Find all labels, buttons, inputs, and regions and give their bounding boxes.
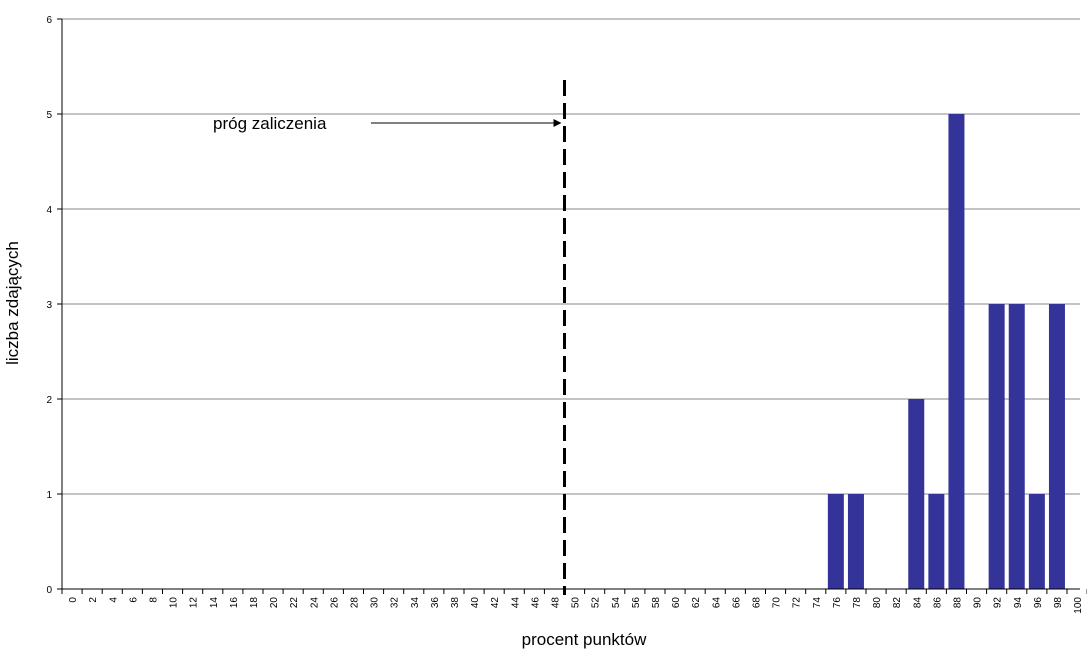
x-tick-label-40: 40 bbox=[470, 597, 481, 609]
x-tick-label-16: 16 bbox=[229, 597, 240, 609]
bars bbox=[827, 114, 1065, 589]
x-tick-label-92: 92 bbox=[993, 597, 1004, 609]
x-tick-label-6: 6 bbox=[128, 597, 139, 603]
x-tick-label-10: 10 bbox=[169, 597, 180, 609]
bar-96 bbox=[1028, 494, 1045, 589]
x-tick-label-0: 0 bbox=[68, 597, 79, 603]
bar-84 bbox=[908, 399, 925, 589]
x-tick-label-60: 60 bbox=[671, 597, 682, 609]
y-tick-label-0: 0 bbox=[46, 585, 52, 596]
x-tick-label-38: 38 bbox=[450, 597, 461, 609]
x-tick-label-80: 80 bbox=[872, 597, 883, 609]
x-tick-label-2: 2 bbox=[88, 597, 99, 603]
bar-78 bbox=[847, 494, 864, 589]
x-tick-label-28: 28 bbox=[349, 597, 360, 609]
y-tick-label-2: 2 bbox=[46, 395, 52, 406]
y-tick-labels: 0 1 2 3 4 5 6 bbox=[46, 15, 52, 596]
x-tick-label-58: 58 bbox=[651, 597, 662, 609]
x-tick-label-22: 22 bbox=[289, 597, 300, 609]
y-tick-label-3: 3 bbox=[46, 300, 52, 311]
x-tick-label-48: 48 bbox=[550, 597, 561, 609]
x-tick-label-62: 62 bbox=[691, 597, 702, 609]
x-tick-label-44: 44 bbox=[510, 597, 521, 609]
x-tick-label-46: 46 bbox=[530, 597, 541, 609]
x-tick-label-86: 86 bbox=[932, 597, 943, 609]
bar-86 bbox=[928, 494, 945, 589]
threshold-label: próg zaliczenia bbox=[213, 114, 327, 133]
x-tick-label-26: 26 bbox=[329, 597, 340, 609]
gridlines bbox=[62, 18, 1080, 495]
y-tick-label-4: 4 bbox=[46, 205, 52, 216]
x-tick-labels: 0 2 4 6 8 10 12 14 16 18 20 22 24 26 28 30 32 34 36 38 40 42 4… bbox=[68, 597, 1084, 614]
x-tick-label-36: 36 bbox=[430, 597, 441, 609]
x-tick-label-54: 54 bbox=[611, 597, 622, 609]
x-tick-label-18: 18 bbox=[249, 597, 260, 609]
x-tick-label-66: 66 bbox=[731, 597, 742, 609]
x-tick-label-70: 70 bbox=[772, 597, 783, 609]
x-tick-label-14: 14 bbox=[209, 597, 220, 609]
x-tick-label-42: 42 bbox=[490, 597, 501, 609]
x-tick-label-20: 20 bbox=[269, 597, 280, 609]
x-tick-label-4: 4 bbox=[108, 597, 119, 603]
y-tick-label-6: 6 bbox=[46, 15, 52, 26]
x-tick-label-52: 52 bbox=[591, 597, 602, 609]
x-tick-label-74: 74 bbox=[812, 597, 823, 609]
x-tick-label-76: 76 bbox=[832, 597, 843, 609]
x-tick-label-94: 94 bbox=[1013, 597, 1024, 609]
x-tick-label-90: 90 bbox=[973, 597, 984, 609]
threshold-marker: próg zaliczenia bbox=[213, 80, 566, 595]
axes bbox=[57, 18, 1087, 594]
x-tick-label-96: 96 bbox=[1033, 597, 1044, 609]
y-tick-label-1: 1 bbox=[46, 490, 52, 501]
bar-92 bbox=[988, 304, 1005, 589]
bar-98 bbox=[1048, 304, 1065, 589]
x-tick-label-50: 50 bbox=[571, 597, 582, 609]
bar-94 bbox=[1008, 304, 1025, 589]
x-tick-label-68: 68 bbox=[751, 597, 762, 609]
x-tick-label-30: 30 bbox=[370, 597, 381, 609]
x-tick-label-24: 24 bbox=[309, 597, 320, 609]
x-tick-label-8: 8 bbox=[148, 597, 159, 603]
x-tick-label-56: 56 bbox=[631, 597, 642, 609]
x-tick-label-98: 98 bbox=[1053, 597, 1064, 609]
x-tick-label-72: 72 bbox=[792, 597, 803, 609]
bar-88 bbox=[948, 114, 965, 589]
x-tick-label-78: 78 bbox=[852, 597, 863, 609]
x-tick-label-88: 88 bbox=[952, 597, 963, 609]
bar-76 bbox=[827, 494, 844, 589]
x-tick-label-34: 34 bbox=[410, 597, 421, 609]
x-tick-label-84: 84 bbox=[912, 597, 923, 609]
x-axis-title: procent punktów bbox=[522, 630, 647, 649]
x-tick-label-12: 12 bbox=[189, 597, 200, 609]
y-axis-title: liczba zdających bbox=[3, 241, 22, 365]
x-tick-label-64: 64 bbox=[711, 597, 722, 609]
y-tick-label-5: 5 bbox=[46, 110, 52, 121]
x-tick-label-32: 32 bbox=[390, 597, 401, 609]
x-tick-label-100: 100 bbox=[1073, 597, 1084, 614]
x-tick-label-82: 82 bbox=[892, 597, 903, 609]
threshold-arrow-head bbox=[553, 119, 562, 127]
